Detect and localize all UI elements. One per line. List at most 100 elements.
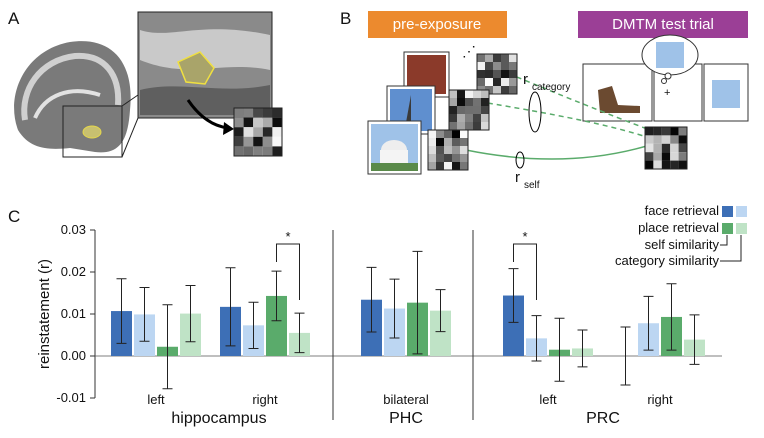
legend-label: place retrieval: [638, 220, 719, 235]
voxel: [678, 143, 687, 153]
voxel: [477, 70, 485, 78]
header-text: pre-exposure: [393, 16, 481, 33]
voxel: [653, 135, 662, 144]
voxel: [645, 160, 654, 169]
voxel: [481, 122, 489, 130]
voxel: [501, 70, 509, 78]
voxel: [444, 138, 452, 146]
error-bar: [666, 283, 677, 351]
voxel-border: [644, 126, 688, 170]
voxel: [449, 122, 457, 130]
voxel: [272, 117, 282, 128]
voxel: [436, 130, 444, 138]
bar: [503, 295, 524, 356]
voxel: [509, 54, 517, 62]
header-box: [578, 11, 748, 38]
bar-chart: -0.01 0.00 0.01 0.02 0.03 reinstatement (r) le…: [36, 203, 747, 427]
voxel: [477, 54, 485, 62]
voxel: [493, 70, 501, 78]
group-label: bilateral: [383, 392, 429, 407]
voxel: [661, 143, 671, 153]
voxel: [452, 154, 460, 162]
voxel: [449, 114, 457, 122]
voxel: [678, 160, 687, 169]
error-bar: [577, 329, 588, 368]
voxel: [653, 152, 662, 161]
voxel: [481, 106, 489, 114]
voxel: [485, 54, 493, 62]
voxel: [428, 130, 436, 138]
voxel: [444, 154, 452, 162]
voxel: [272, 127, 282, 137]
voxel: [243, 117, 254, 128]
panel-label: C: [8, 207, 20, 226]
voxel: [501, 78, 509, 86]
voxel: [670, 127, 679, 136]
voxel: [473, 114, 481, 122]
voxel: [457, 90, 465, 98]
voxel: [493, 62, 501, 70]
y-tick-label: 0.00: [61, 348, 86, 363]
voxel-border: [233, 107, 283, 157]
y-axis-label: reinstatement (r): [36, 259, 53, 369]
voxel: [509, 78, 517, 86]
voxel: [460, 146, 468, 154]
voxel: [234, 117, 244, 128]
voxel: [436, 154, 444, 162]
header-text: DMTM test trial: [612, 16, 714, 33]
voxel: [243, 108, 254, 118]
voxel: [661, 127, 671, 136]
error-bar: [643, 295, 654, 351]
significance-bracket: [276, 243, 300, 300]
error-bar: [248, 301, 259, 349]
voxel: [501, 62, 509, 70]
voxel: [473, 98, 481, 106]
voxel: [428, 154, 436, 162]
voxel: [272, 136, 282, 147]
voxel: [501, 54, 509, 62]
voxel: [645, 143, 654, 153]
error-bar: [185, 284, 196, 343]
bar: [430, 310, 451, 356]
voxel: [449, 106, 457, 114]
voxel: [678, 152, 687, 161]
voxel: [465, 98, 473, 106]
voxel: [234, 127, 244, 137]
error-bar: [620, 326, 631, 386]
legend-label: category similarity: [615, 253, 720, 268]
y-tick-label: 0.03: [61, 222, 86, 237]
brain-illustration: [14, 11, 273, 158]
voxel: [485, 62, 493, 70]
voxel: [477, 78, 485, 86]
error-bar: [116, 278, 127, 344]
significance-bracket: [513, 243, 537, 300]
voxel: [473, 90, 481, 98]
voxel: [243, 136, 254, 147]
error-bar: [435, 289, 446, 333]
voxel: [473, 106, 481, 114]
voxel: [670, 160, 679, 169]
voxel: [501, 86, 509, 94]
voxel: [272, 146, 282, 156]
voxel: [653, 127, 662, 136]
voxel: [481, 114, 489, 122]
legend-label: face retrieval: [645, 203, 720, 218]
voxel: [262, 136, 273, 147]
voxel: [653, 160, 662, 169]
voxel-pattern: [427, 53, 688, 171]
region-label: PRC: [586, 410, 620, 427]
voxel: [253, 117, 263, 128]
group-label: right: [647, 392, 673, 407]
voxel: [465, 114, 473, 122]
voxel: [428, 146, 436, 154]
error-bar: [508, 268, 519, 323]
voxel: [645, 135, 654, 144]
stimuli-illustration: ⋰ +: [367, 34, 749, 175]
error-bar: [271, 270, 282, 322]
voxel: [465, 106, 473, 114]
voxel: [678, 127, 687, 136]
voxel: [234, 146, 244, 156]
y-tick-label: 0.01: [61, 306, 86, 321]
voxel: [493, 54, 501, 62]
